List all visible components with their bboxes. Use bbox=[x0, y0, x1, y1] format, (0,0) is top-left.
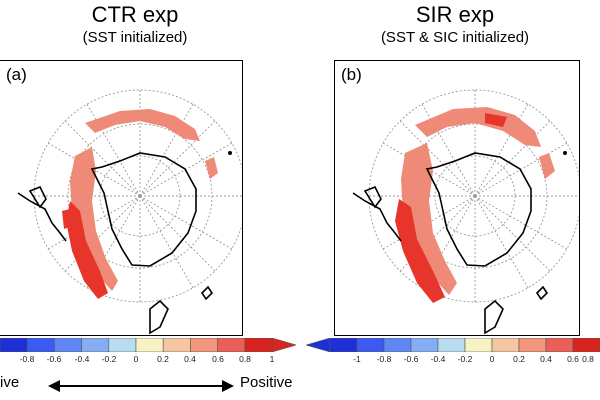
graticule-a bbox=[33, 89, 242, 303]
colorbar-left-cell bbox=[0, 338, 28, 352]
colorbar-right-cell bbox=[329, 338, 358, 352]
colorbar-left-cell bbox=[26, 338, 55, 352]
map-panel-a: (a) bbox=[0, 60, 243, 336]
polar-map-b bbox=[352, 89, 579, 335]
colorbar-left-tick-label: 0.4 bbox=[184, 354, 196, 364]
colorbar-right-tick-label: 0.2 bbox=[513, 354, 525, 364]
colorbar-left-tick-label: -0.2 bbox=[101, 354, 117, 364]
colorbar-right-tick-label: 0 bbox=[489, 354, 495, 364]
colorbar-right-cell bbox=[545, 338, 574, 352]
double-arrow-icon bbox=[48, 378, 234, 399]
colorbar-left-cell bbox=[190, 338, 218, 352]
coastlines-b bbox=[352, 152, 549, 335]
colorbar-right-cell bbox=[410, 338, 439, 352]
panel-b-title: SIR exp (SST & SIC initialized) bbox=[340, 2, 570, 48]
colorbar-left-bar bbox=[0, 338, 296, 352]
colorbar-right-tick-label: -1 bbox=[353, 354, 361, 364]
colorbar-right bbox=[306, 338, 600, 352]
correlation-shading-a bbox=[62, 109, 218, 299]
coastlines-a bbox=[17, 152, 214, 335]
colorbar-left-cell bbox=[108, 338, 137, 352]
colorbar-left-cell bbox=[217, 338, 246, 352]
colorbar-right-cell bbox=[572, 338, 600, 352]
correlation-shading-b bbox=[395, 107, 555, 303]
colorbar-right-tick-label: -0.2 bbox=[457, 354, 473, 364]
colorbar-right-tick-label: -0.4 bbox=[430, 354, 446, 364]
map-panel-b: (b) bbox=[334, 60, 580, 336]
colorbar-left-cell bbox=[81, 338, 110, 352]
colorbar-right-cell bbox=[491, 338, 520, 352]
positive-label: Positive bbox=[240, 374, 293, 391]
colorbar-left-tick-label: 0.2 bbox=[157, 354, 169, 364]
colorbar-right-tick-label: 0.6 bbox=[567, 354, 579, 364]
colorbar-left bbox=[0, 338, 296, 352]
panel-b-subheading: (SST & SIC initialized) bbox=[380, 29, 530, 46]
polar-map-a bbox=[17, 89, 242, 335]
colorbar-left-tick-label: 0 bbox=[133, 354, 139, 364]
colorbar-right-cell bbox=[518, 338, 547, 352]
colorbar-right-cell bbox=[383, 338, 412, 352]
panel-b-label: (b) bbox=[341, 65, 362, 84]
negative-label-fragment: ive bbox=[0, 374, 20, 391]
island-dot-b bbox=[563, 151, 567, 155]
colorbar-left-cell bbox=[135, 338, 164, 352]
colorbar-left-tick-label: 0.8 bbox=[239, 354, 251, 364]
panel-a-heading: CTR exp bbox=[91, 2, 179, 27]
panel-b-heading: SIR exp bbox=[415, 2, 495, 27]
colorbar-left-tick-label: -0.4 bbox=[74, 354, 90, 364]
colorbar-right-tick-label: -0.6 bbox=[403, 354, 419, 364]
colorbar-right-cell bbox=[464, 338, 493, 352]
colorbar-right-cell bbox=[356, 338, 385, 352]
colorbar-left-tick-label: -0.6 bbox=[46, 354, 62, 364]
panel-a-subheading: (SST initialized) bbox=[82, 29, 188, 46]
colorbar-left-cell bbox=[244, 338, 273, 352]
colorbar-left-tick-label: 1 bbox=[269, 354, 275, 364]
colorbar-right-bar bbox=[306, 338, 600, 352]
colorbar-left-tick-label: -0.8 bbox=[19, 354, 35, 364]
colorbar-left-cell bbox=[162, 338, 191, 352]
colorbar-left-tick-label: 0.6 bbox=[212, 354, 224, 364]
panel-a-label: (a) bbox=[6, 65, 27, 84]
colorbar-right-cell bbox=[437, 338, 466, 352]
colorbar-right-tick-label: 0.8 bbox=[582, 354, 594, 364]
panel-a-title: CTR exp (SST initialized) bbox=[20, 2, 250, 48]
colorbar-left-cell bbox=[54, 338, 82, 352]
colorbar-right-tick-label: -0.8 bbox=[376, 354, 392, 364]
island-dot-a bbox=[228, 151, 232, 155]
colorbar-right-tick-label: 0.4 bbox=[540, 354, 552, 364]
